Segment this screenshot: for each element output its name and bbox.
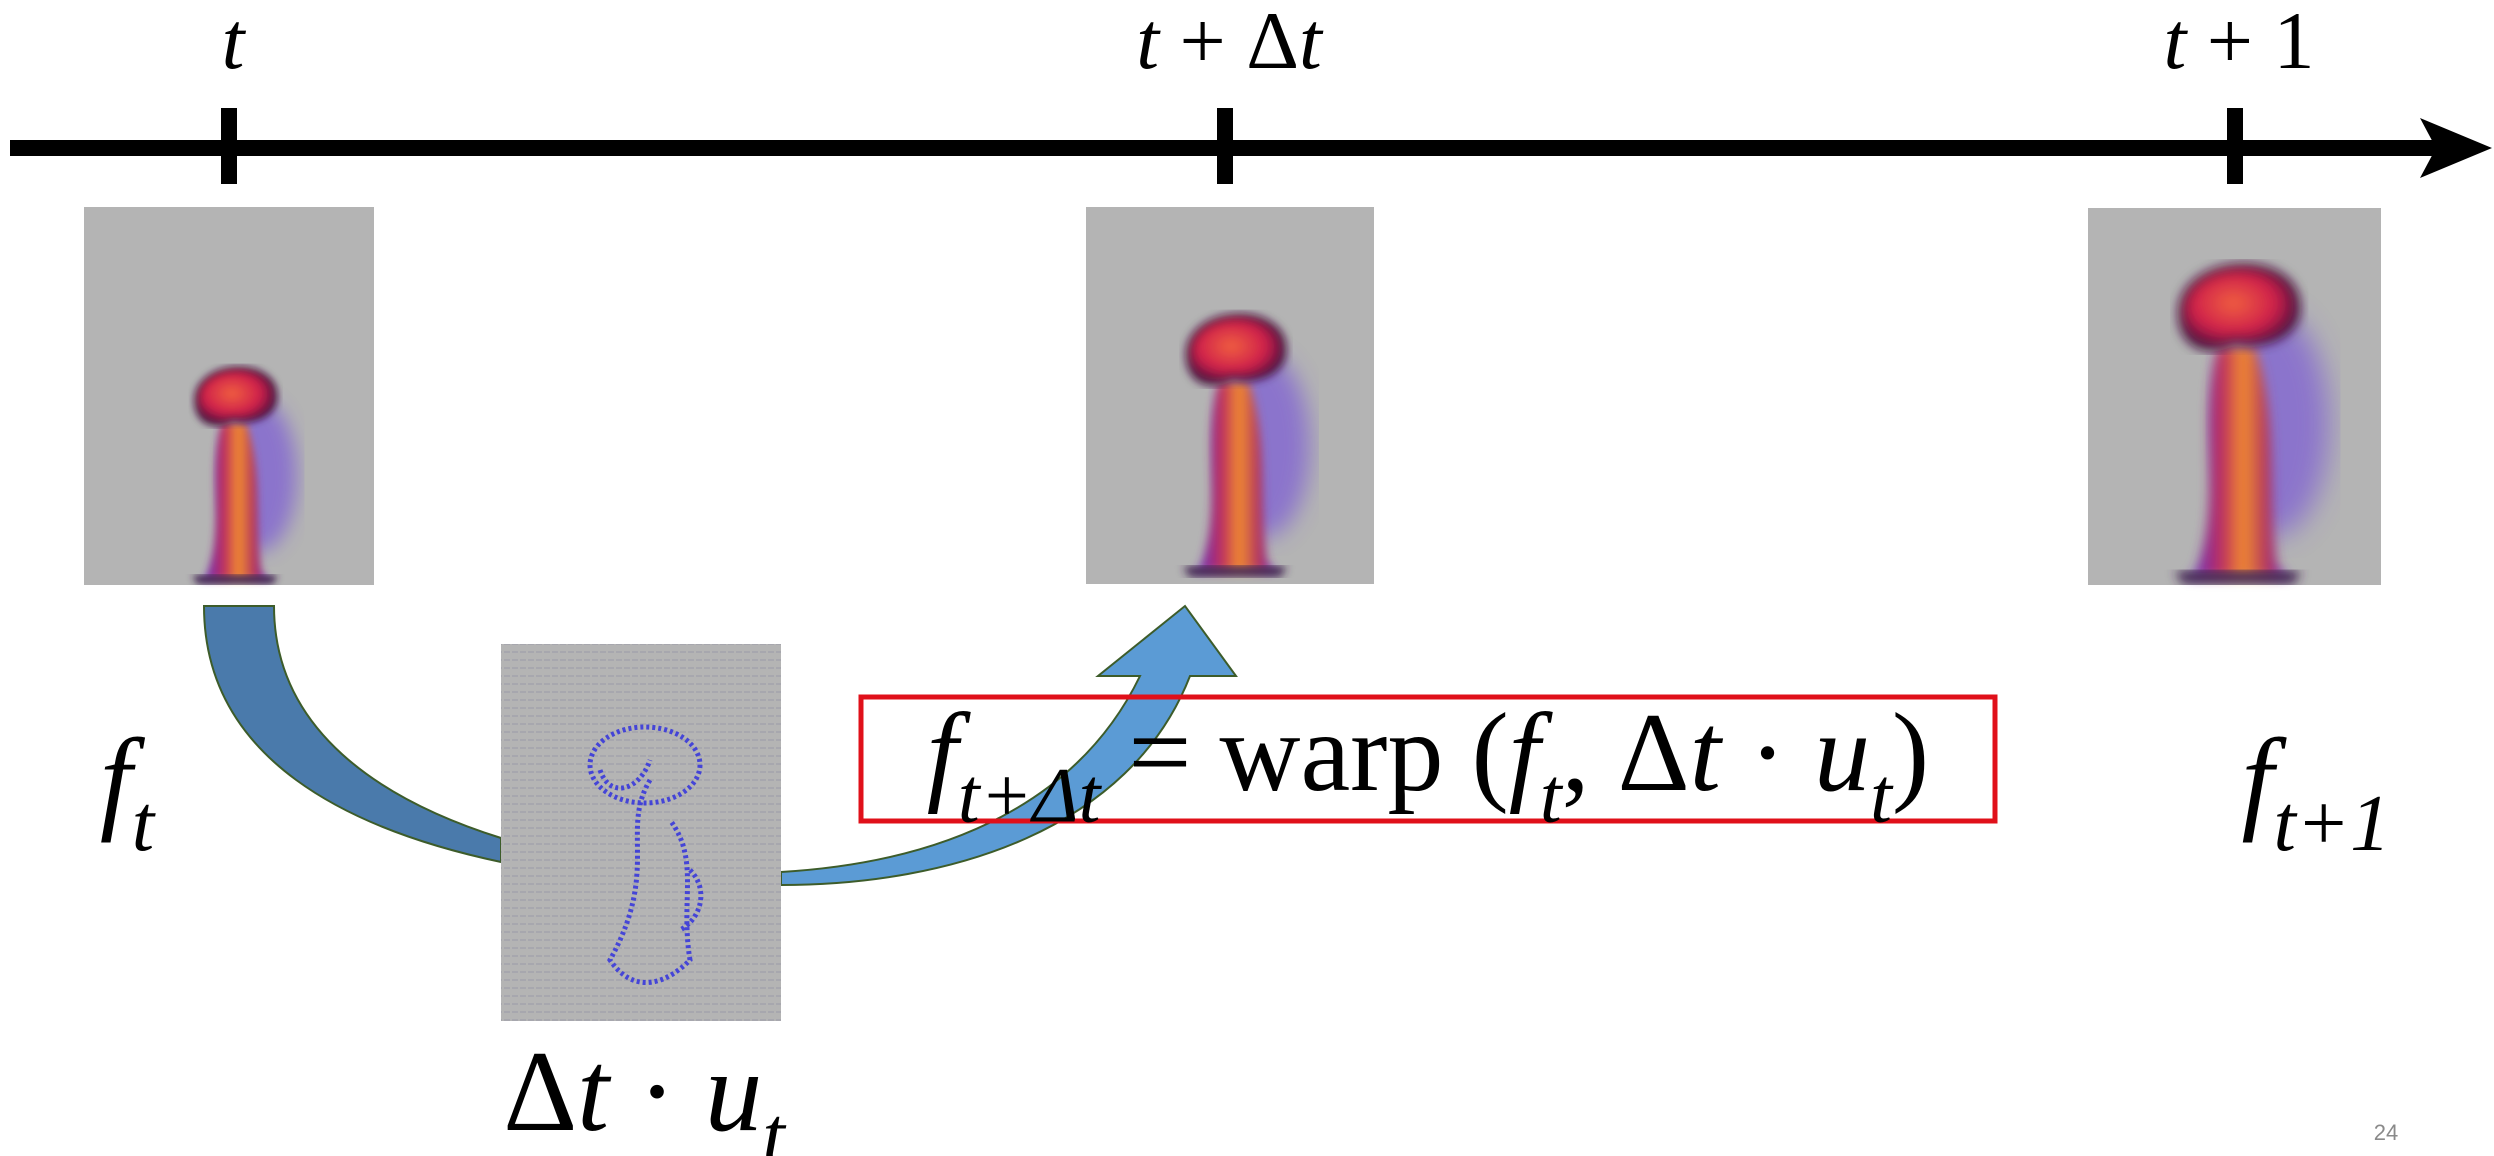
label-part: t [2163, 0, 2188, 86]
label-part: · [1721, 691, 1814, 815]
page-number: 24 [2374, 1120, 2398, 1145]
math-label: ft+Δt = warp (ft, Δt · ut) [927, 691, 1929, 838]
label-part: t [1136, 0, 1161, 86]
label-part: ) [1892, 691, 1929, 815]
label-part: t [222, 0, 247, 86]
label-part: + Δ [1159, 0, 1299, 86]
label-part: , Δ [1562, 691, 1690, 815]
slide: tt + Δtt + 1ftft+1Δt · utft+Δt = warp (f… [0, 0, 2494, 1156]
label-part: t [577, 1028, 612, 1155]
label-part: t [762, 1091, 786, 1156]
label-part: u [1814, 691, 1870, 815]
flow-field-image [501, 644, 781, 1021]
label-part: Δ [503, 1028, 577, 1155]
math-label: t + Δt [1136, 0, 1324, 86]
label-part: t [1540, 751, 1564, 838]
math-label: ft [100, 716, 156, 868]
label-part: t [1690, 691, 1724, 815]
frame-image [2088, 208, 2381, 585]
flow-arrow-in [204, 606, 501, 862]
frame-image [84, 207, 374, 585]
math-label: ft+1 [2242, 716, 2391, 868]
math-label: t [222, 0, 247, 86]
label-part: = warp ( [1100, 691, 1508, 815]
label-part: + 1 [2186, 0, 2314, 86]
math-label: t + 1 [2163, 0, 2314, 86]
timeline-tick [2227, 108, 2243, 184]
timeline-tick [1217, 108, 1233, 184]
label-part: t [132, 779, 156, 868]
label-part: t+Δt [958, 751, 1103, 838]
frame-image [1086, 207, 1374, 584]
label-part: · [609, 1028, 705, 1155]
timeline-tick [221, 108, 237, 184]
label-part: t [1870, 751, 1894, 838]
label-part: u [705, 1028, 763, 1155]
label-part: t+1 [2274, 779, 2391, 868]
math-label: Δt · ut [503, 1028, 786, 1156]
label-part: t [1299, 0, 1324, 86]
